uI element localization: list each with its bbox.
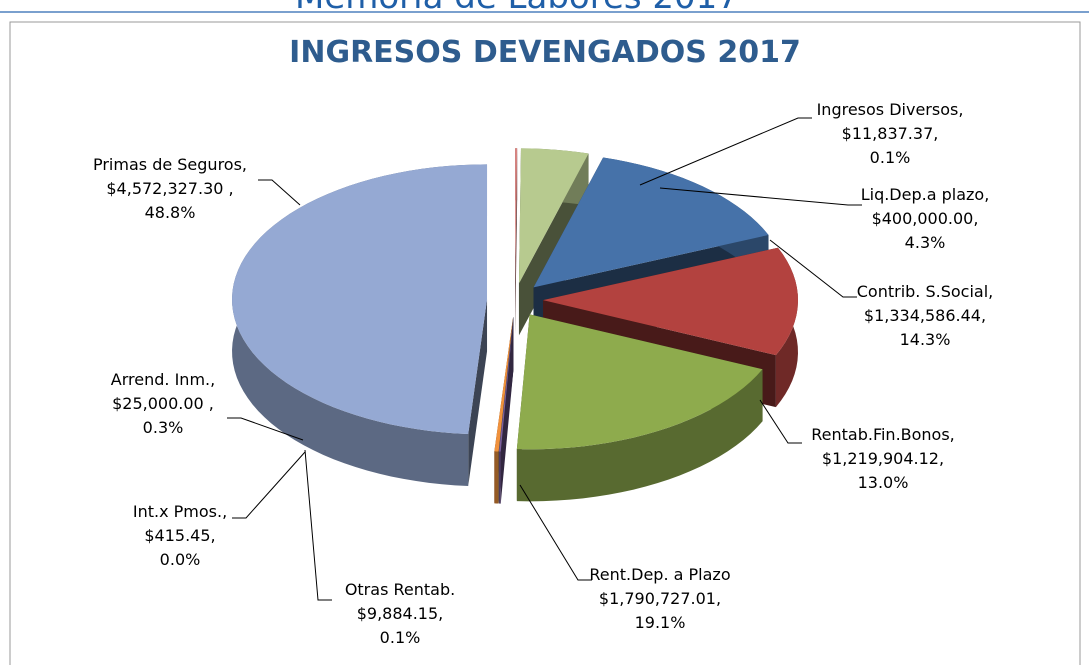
category-label: Otras Rentab.: [345, 580, 455, 599]
value-label: $11,837.37,: [842, 124, 939, 143]
value-label: $1,219,904.12,: [822, 449, 944, 468]
header-title: Memoria de Labores 2017: [295, 0, 739, 17]
value-label: $9,884.15,: [357, 604, 444, 623]
category-label: Arrend. Inm.,: [111, 370, 215, 389]
percent-label: 0.1%: [380, 628, 421, 647]
percent-label: 19.1%: [635, 613, 686, 632]
percent-label: 0.1%: [870, 148, 911, 167]
value-label: $4,572,327.30 ,: [106, 179, 233, 198]
chart-title: INGRESOS DEVENGADOS 2017: [289, 35, 801, 70]
percent-label: 0.0%: [160, 550, 201, 569]
percent-label: 0.3%: [143, 418, 184, 437]
category-label: Rent.Dep. a Plazo: [589, 565, 730, 584]
percent-label: 14.3%: [900, 330, 951, 349]
percent-label: 48.8%: [145, 203, 196, 222]
percent-label: 4.3%: [905, 233, 946, 252]
percent-label: 13.0%: [858, 473, 909, 492]
slice-side: [494, 451, 498, 503]
value-label: $1,790,727.01,: [599, 589, 721, 608]
category-label: Ingresos Diversos,: [817, 100, 964, 119]
category-label: Rentab.Fin.Bonos,: [811, 425, 955, 444]
value-label: $1,334,586.44,: [864, 306, 986, 325]
category-label: Primas de Seguros,: [93, 155, 247, 174]
category-label: Liq.Dep.a plazo,: [861, 185, 990, 204]
value-label: $415.45,: [144, 526, 215, 545]
value-label: $25,000.00 ,: [112, 394, 214, 413]
category-label: Int.x Pmos.,: [133, 502, 227, 521]
value-label: $400,000.00,: [872, 209, 979, 228]
category-label: Contrib. S.Social,: [857, 282, 994, 301]
slice-side: [499, 452, 501, 504]
